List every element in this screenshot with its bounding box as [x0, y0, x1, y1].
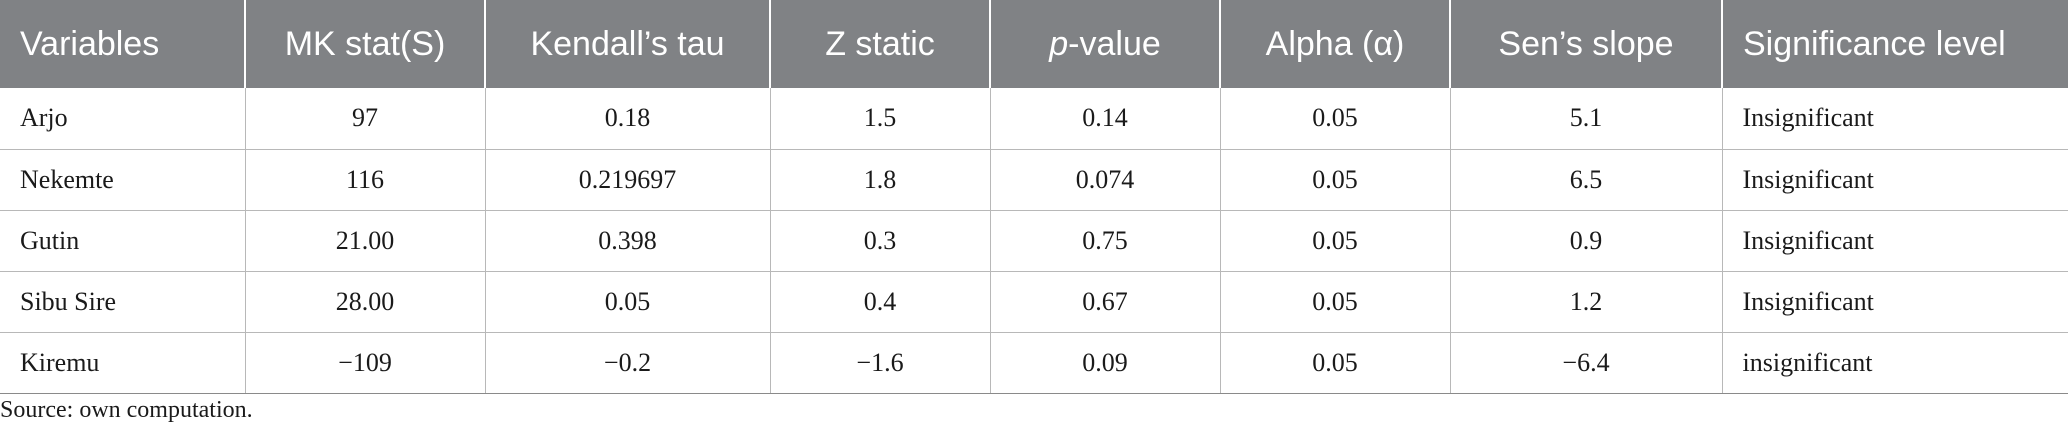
header-sens-slope: Sen’s slope [1450, 0, 1723, 88]
cell-kendalls-tau: 0.05 [485, 271, 771, 333]
cell-mk-stat: 28.00 [245, 271, 486, 333]
table-row: Gutin 21.00 0.398 0.3 0.75 0.05 0.9 Insignifica… [0, 210, 2068, 272]
table-row: Kiremu −109 −0.2 −1.6 0.09 0.05 −6.4 insignific… [0, 332, 2068, 394]
table-body: Arjo 97 0.18 1.5 0.14 0.05 5.1 Insignificant Nek… [0, 88, 2068, 394]
cell-z-static: 1.5 [770, 88, 991, 150]
cell-p-value: 0.14 [990, 88, 1221, 150]
cell-significance-level: insignificant [1722, 332, 2068, 394]
cell-kendalls-tau: 0.398 [485, 210, 771, 272]
cell-z-static: −1.6 [770, 332, 991, 394]
cell-alpha: 0.05 [1220, 88, 1451, 150]
cell-mk-stat: 21.00 [245, 210, 486, 272]
cell-z-static: 0.3 [770, 210, 991, 272]
table-row: Arjo 97 0.18 1.5 0.14 0.05 5.1 Insignificant [0, 88, 2068, 150]
cell-kendalls-tau: 0.219697 [485, 149, 771, 211]
header-row: Variables MK stat(S) Kendall’s tau Z sta… [0, 0, 2068, 88]
cell-p-value: 0.09 [990, 332, 1221, 394]
cell-alpha: 0.05 [1220, 332, 1451, 394]
header-variables: Variables [0, 0, 246, 88]
header-mk-stat: MK stat(S) [245, 0, 486, 88]
cell-mk-stat: 97 [245, 88, 486, 150]
cell-significance-level: Insignificant [1722, 88, 2068, 150]
results-table-container: Variables MK stat(S) Kendall’s tau Z sta… [0, 0, 2068, 394]
header-p-value: p-value [990, 0, 1221, 88]
header-z-static: Z static [770, 0, 991, 88]
cell-sens-slope: 0.9 [1450, 210, 1723, 272]
cell-sens-slope: 5.1 [1450, 88, 1723, 150]
cell-p-value: 0.074 [990, 149, 1221, 211]
header-kendalls-tau: Kendall’s tau [485, 0, 771, 88]
cell-z-static: 1.8 [770, 149, 991, 211]
cell-p-value: 0.67 [990, 271, 1221, 333]
table-header: Variables MK stat(S) Kendall’s tau Z sta… [0, 0, 2068, 88]
cell-significance-level: Insignificant [1722, 271, 2068, 333]
header-p-value-suffix: -value [1068, 24, 1161, 63]
cell-variable: Nekemte [0, 149, 246, 211]
cell-alpha: 0.05 [1220, 149, 1451, 211]
cell-z-static: 0.4 [770, 271, 991, 333]
cell-significance-level: Insignificant [1722, 149, 2068, 211]
cell-alpha: 0.05 [1220, 271, 1451, 333]
cell-variable: Arjo [0, 88, 246, 150]
cell-mk-stat: −109 [245, 332, 486, 394]
header-p-value-italic: p [1049, 24, 1069, 63]
mk-trend-results-table: Variables MK stat(S) Kendall’s tau Z sta… [0, 0, 2068, 394]
cell-mk-stat: 116 [245, 149, 486, 211]
cell-variable: Sibu Sire [0, 271, 246, 333]
cell-alpha: 0.05 [1220, 210, 1451, 272]
cell-kendalls-tau: −0.2 [485, 332, 771, 394]
cell-sens-slope: 1.2 [1450, 271, 1723, 333]
table-row: Nekemte 116 0.219697 1.8 0.074 0.05 6.5 Insigni… [0, 149, 2068, 211]
cell-variable: Kiremu [0, 332, 246, 394]
cell-sens-slope: −6.4 [1450, 332, 1723, 394]
header-alpha: Alpha (α) [1220, 0, 1451, 88]
header-significance-level: Significance level [1722, 0, 2068, 88]
cell-significance-level: Insignificant [1722, 210, 2068, 272]
table-row: Sibu Sire 28.00 0.05 0.4 0.67 0.05 1.2 Insignif… [0, 271, 2068, 333]
cell-p-value: 0.75 [990, 210, 1221, 272]
cell-sens-slope: 6.5 [1450, 149, 1723, 211]
cell-kendalls-tau: 0.18 [485, 88, 771, 150]
cell-variable: Gutin [0, 210, 246, 272]
source-footnote: Source: own computation. [0, 397, 253, 423]
